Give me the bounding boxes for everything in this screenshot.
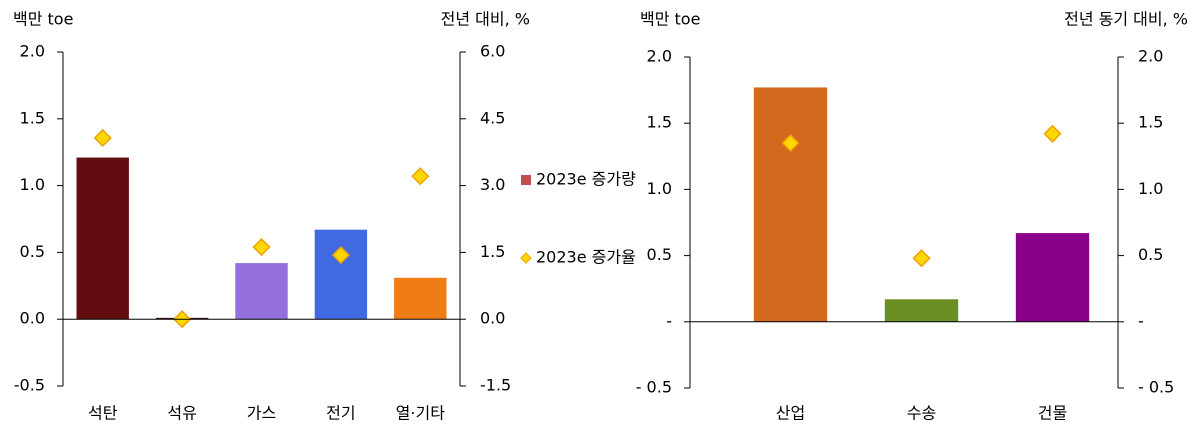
y2-tick-label: 4.5	[480, 108, 505, 127]
y-tick-label: 2.0	[20, 42, 45, 61]
y-tick-label: 0.5	[20, 242, 45, 261]
y2-tick-label: - 0.5	[1138, 378, 1174, 397]
marker	[912, 249, 931, 268]
legend-swatch	[521, 175, 531, 185]
bar	[76, 157, 129, 320]
marker	[781, 133, 800, 153]
y-tick-label: 1.0	[20, 175, 45, 194]
y-axis-title: 백만 toe	[640, 10, 700, 29]
y-tick-label: 1.0	[647, 179, 672, 198]
x-tick-label: 석탄	[88, 404, 118, 423]
x-tick-label: 수송	[907, 404, 936, 423]
y2-axis-title: 전년 대비, %	[441, 10, 530, 29]
y-tick-label: 0.5	[647, 245, 672, 264]
y-tick-label: 0.0	[20, 309, 45, 328]
x-tick-label: 산업	[776, 404, 805, 423]
bar	[753, 87, 828, 322]
x-tick-label: 전기	[326, 404, 355, 423]
legend-label: 2023e 증가율	[536, 248, 636, 267]
x-tick-label: 건물	[1038, 404, 1067, 423]
y2-tick-label: 2.0	[1138, 47, 1163, 66]
y2-tick-label: 1.5	[1138, 113, 1163, 132]
legend-label: 2023e 증가량	[536, 170, 636, 189]
y2-tick-label: 6.0	[480, 42, 505, 61]
y2-tick-label: 0.0	[480, 309, 505, 328]
y-tick-label: -0.5	[14, 376, 45, 395]
x-tick-label: 가스	[247, 404, 276, 423]
bar	[884, 299, 959, 322]
y-tick-label: - 0.5	[636, 378, 672, 397]
y2-tick-label: 3.0	[480, 175, 505, 194]
marker	[252, 237, 271, 257]
x-tick-label: 열·기타	[396, 404, 446, 423]
marker	[1043, 124, 1062, 143]
bar	[314, 229, 368, 320]
y-axis-title: 백만 toe	[13, 10, 73, 29]
y-tick-label: 2.0	[647, 47, 672, 66]
y-tick-label: -	[666, 311, 672, 330]
marker	[411, 167, 430, 186]
y2-axis-title: 전년 동기 대비, %	[1064, 10, 1188, 29]
y-tick-label: 1.5	[20, 108, 45, 127]
x-tick-label: 석유	[167, 404, 196, 423]
y2-tick-label: -1.5	[480, 376, 511, 395]
bar	[1015, 233, 1090, 322]
y2-tick-label: 0.5	[1138, 245, 1163, 264]
marker	[93, 128, 112, 148]
bar	[235, 263, 288, 320]
y2-tick-label: 1.5	[480, 242, 505, 261]
marker	[331, 246, 350, 265]
y-tick-label: 1.5	[647, 113, 672, 132]
bar	[394, 277, 447, 320]
legend-marker	[520, 252, 532, 264]
y2-tick-label: -	[1138, 311, 1144, 330]
y2-tick-label: 1.0	[1138, 179, 1163, 198]
